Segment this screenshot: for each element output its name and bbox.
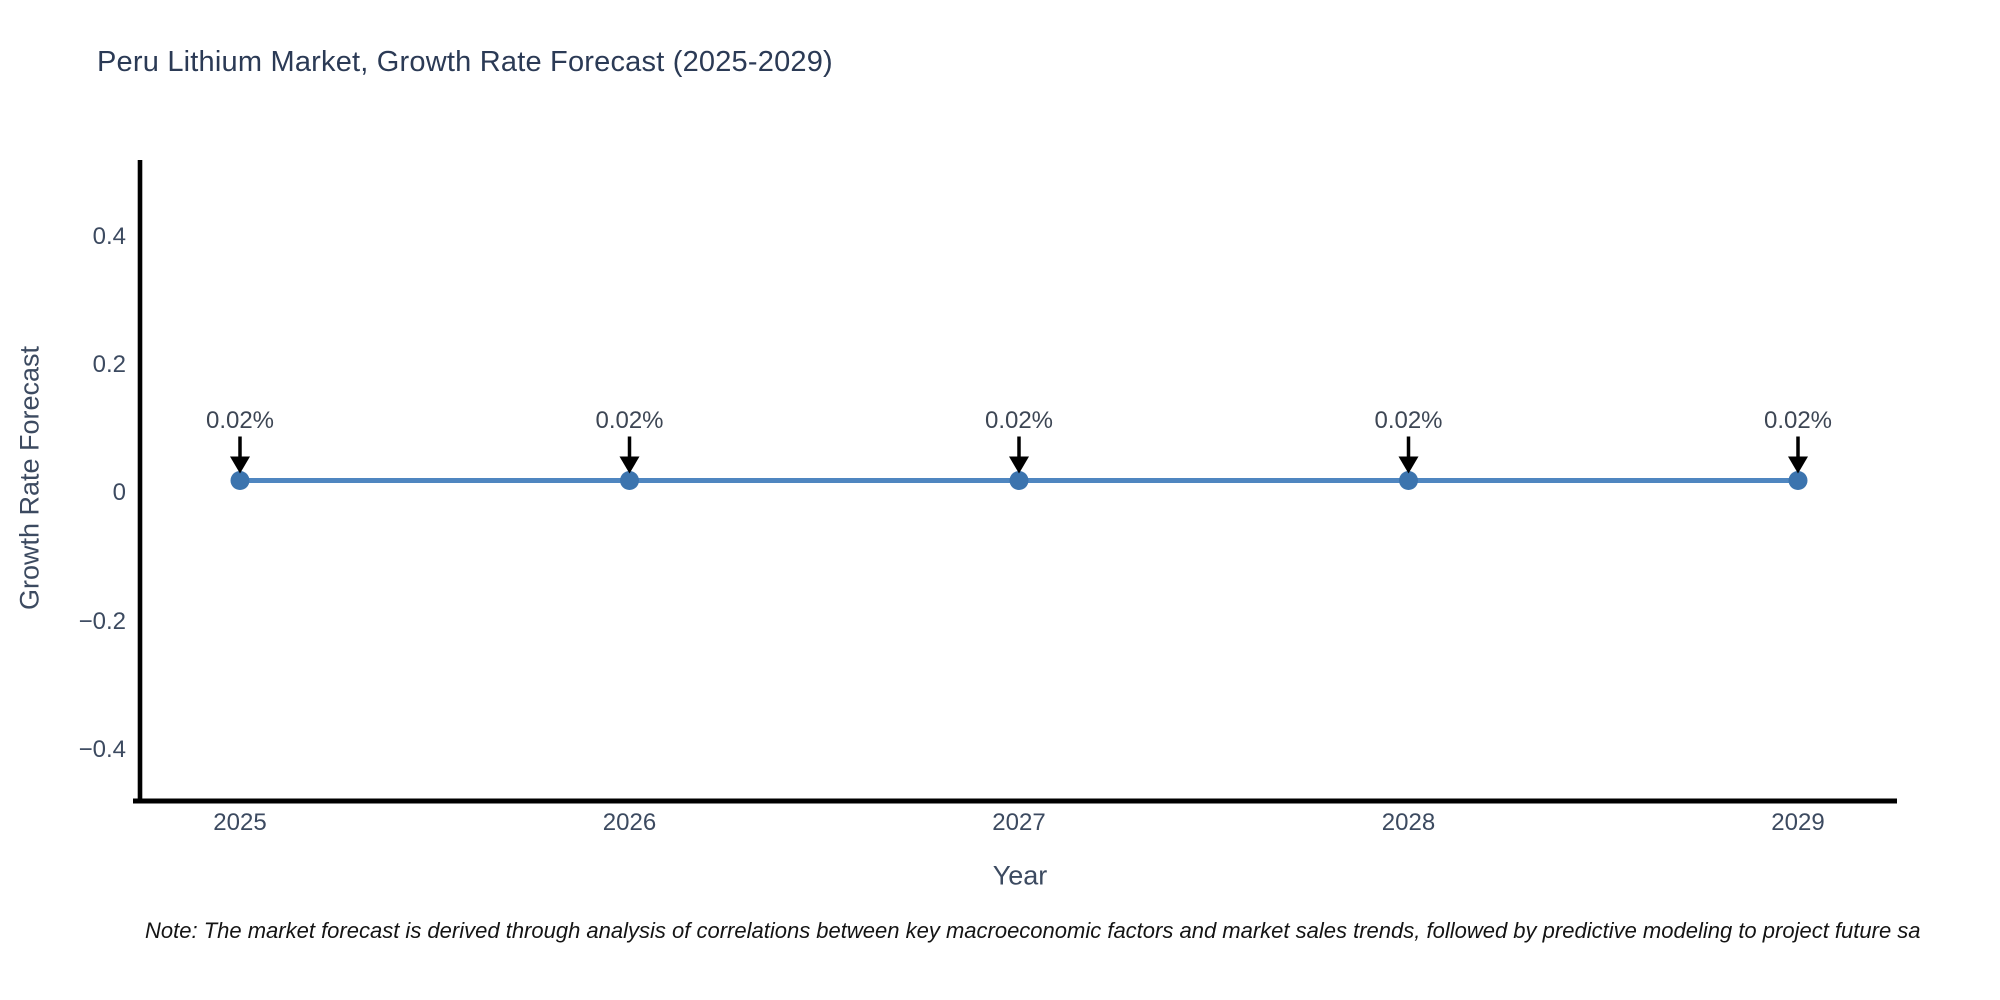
- x-axis-spine: [133, 798, 1897, 804]
- annotation-arrow-head: [230, 456, 250, 474]
- x-tick-label: 2025: [213, 809, 267, 836]
- x-tick-label: 2029: [1771, 809, 1825, 836]
- chart-title: Peru Lithium Market, Growth Rate Forecas…: [97, 46, 833, 78]
- point-annotation: 0.02%: [984, 406, 1054, 434]
- y-axis-spine: [137, 160, 143, 804]
- x-tick-label: 2027: [992, 809, 1046, 836]
- y-tick-label: 0: [112, 479, 126, 507]
- y-tick-label: 0.4: [92, 222, 126, 250]
- annotation-arrow-head: [1009, 456, 1029, 474]
- x-axis-title: Year: [992, 860, 1048, 891]
- point-annotation: 0.02%: [205, 406, 275, 434]
- point-annotation: 0.02%: [1763, 406, 1833, 434]
- y-tick-label: 0.2: [92, 351, 126, 379]
- annotation-arrow-head: [619, 456, 640, 474]
- annotation-arrow-head: [1398, 456, 1419, 474]
- data-point-marker: [1399, 471, 1418, 490]
- annotation-arrow-head: [1788, 456, 1808, 474]
- data-point-marker: [1009, 471, 1029, 490]
- point-annotation: 0.02%: [1374, 406, 1443, 434]
- y-tick-label: −0.2: [78, 607, 126, 635]
- data-point-marker: [620, 471, 639, 490]
- footnote: Note: The market forecast is derived thr…: [145, 918, 1921, 943]
- y-axis-title: Growth Rate Forecast: [14, 345, 45, 611]
- data-point-marker: [1788, 471, 1808, 490]
- data-point-marker: [230, 471, 250, 490]
- x-tick-label: 2028: [1381, 809, 1436, 836]
- point-annotation: 0.02%: [595, 406, 664, 434]
- y-tick-label: −0.4: [78, 735, 126, 763]
- x-tick-label: 2026: [602, 809, 657, 836]
